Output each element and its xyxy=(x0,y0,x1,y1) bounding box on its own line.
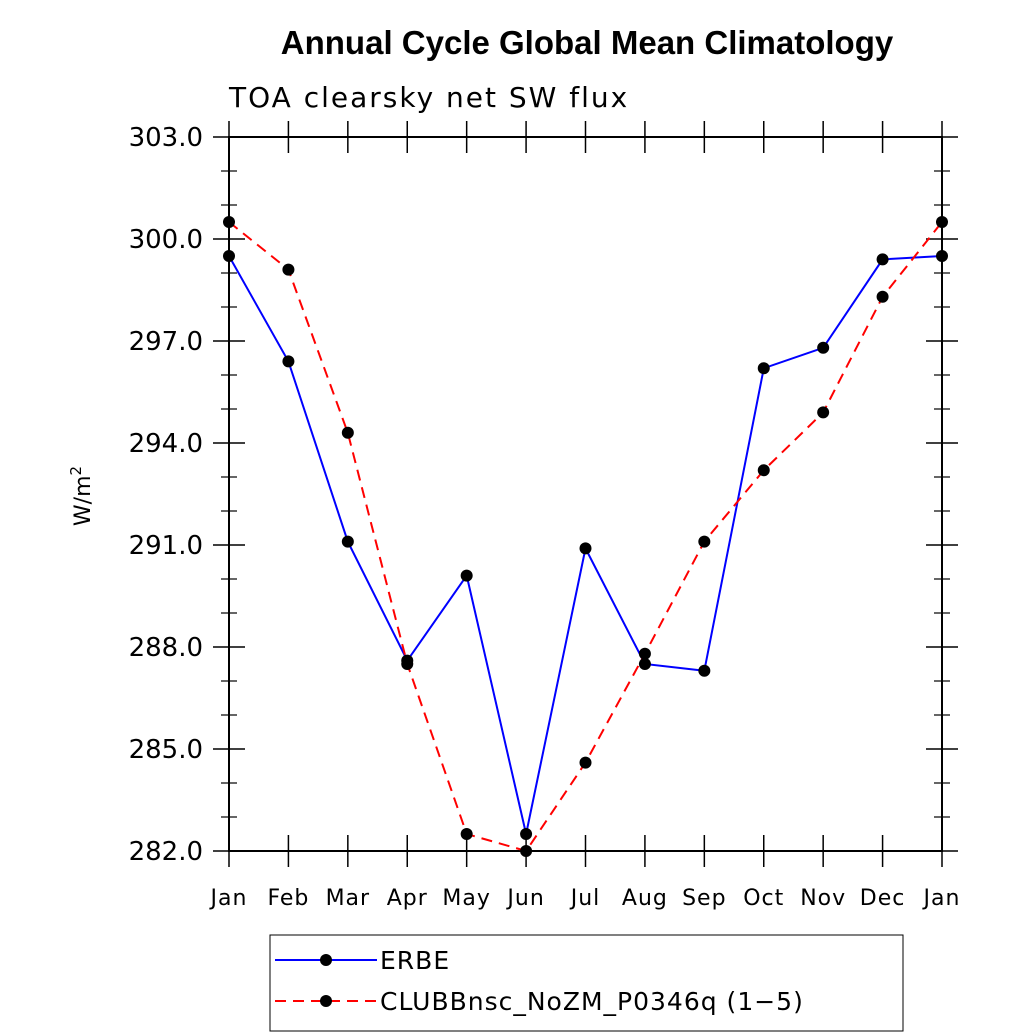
chart-title: Annual Cycle Global Mean Climatology xyxy=(281,24,894,61)
series-points xyxy=(223,216,948,857)
legend[interactable]: ERBE CLUBBnsc_NoZM_P0346q (1−5) xyxy=(269,934,904,1032)
y-tick-label: 282.0 xyxy=(129,837,203,867)
series-0-point xyxy=(282,355,295,368)
series-1-point xyxy=(520,845,533,857)
axis-ticks xyxy=(213,121,958,867)
series-1-point xyxy=(876,290,889,303)
x-tick-label: May xyxy=(442,886,490,911)
series-1-point xyxy=(698,535,711,548)
y-tick-label: 294.0 xyxy=(129,429,203,459)
x-tick-label: Nov xyxy=(800,886,846,911)
series-1-point xyxy=(817,406,830,419)
series-0-point xyxy=(698,664,711,677)
series-1-point xyxy=(460,828,473,840)
series-0-point xyxy=(876,253,889,266)
y-axis-label-text: W/m xyxy=(71,475,96,526)
x-tick-label: Aug xyxy=(622,886,668,911)
legend-marker-clubb xyxy=(320,995,332,1007)
x-tick-labels: Jan Feb Mar Apr May Jun Jul Aug Sep Oct Nov Dec Jan xyxy=(209,886,961,911)
series-1-point xyxy=(936,216,948,228)
series-0-point xyxy=(638,658,651,670)
svg-text:W/m2: W/m2 xyxy=(67,466,96,526)
x-tick-label: Jan xyxy=(209,886,248,911)
series-0-point xyxy=(223,250,235,262)
series-1-point xyxy=(223,216,235,228)
chart-subtitle: TOA clearsky net SW flux xyxy=(228,81,629,114)
series-1-point xyxy=(638,647,651,660)
x-tick-label: Feb xyxy=(267,886,309,911)
y-tick-label: 285.0 xyxy=(129,735,203,765)
y-tick-label: 297.0 xyxy=(129,327,203,357)
series-0-point xyxy=(817,341,830,354)
x-tick-label: Jun xyxy=(505,886,544,911)
x-tick-label: Dec xyxy=(860,886,906,911)
x-tick-label: Oct xyxy=(743,886,784,911)
series-1-point xyxy=(341,426,354,439)
x-tick-label: Sep xyxy=(682,886,726,911)
y-tick-label: 288.0 xyxy=(129,633,203,663)
series-0-point xyxy=(341,535,354,548)
legend-label-clubb: CLUBBnsc_NoZM_P0346q (1−5) xyxy=(380,987,804,1016)
y-tick-label: 291.0 xyxy=(129,531,203,561)
series-0-point xyxy=(460,569,473,582)
y-tick-label: 300.0 xyxy=(129,225,203,255)
x-tick-label: Jul xyxy=(569,886,601,911)
legend-marker-erbe xyxy=(320,954,332,966)
legend-box xyxy=(269,934,904,1032)
series-0-point xyxy=(936,250,948,262)
x-tick-label: Mar xyxy=(326,886,371,911)
plot-frame xyxy=(228,136,943,852)
y-axis-label-superscript: 2 xyxy=(67,466,85,476)
series-1-point xyxy=(282,263,295,276)
series-1-point xyxy=(757,464,770,477)
series-1-point xyxy=(579,756,592,769)
series-0-point xyxy=(579,542,592,555)
y-axis-label: W/m2 xyxy=(67,466,96,526)
x-tick-label: Apr xyxy=(387,886,428,911)
series-1-point xyxy=(401,658,414,670)
x-tick-label: Jan xyxy=(922,886,961,911)
y-tick-label: 303.0 xyxy=(129,123,203,153)
legend-label-erbe: ERBE xyxy=(380,946,450,975)
y-tick-labels: 282.0 285.0 288.0 291.0 294.0 297.0 300.0 303.0 xyxy=(129,123,203,867)
series-0-point xyxy=(520,828,533,840)
series-0-point xyxy=(757,362,770,375)
